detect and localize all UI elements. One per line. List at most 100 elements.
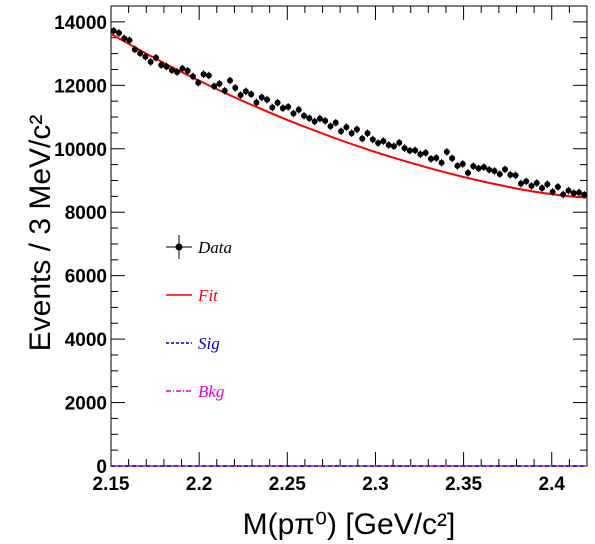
data-point [163, 63, 170, 70]
data-point [422, 149, 429, 156]
data-point [549, 188, 556, 195]
x-tick-label: 2.4 [539, 474, 566, 495]
data-point [359, 135, 366, 142]
data-point [142, 53, 149, 60]
data-point [449, 155, 456, 162]
data-point [158, 62, 165, 69]
data-point [179, 65, 186, 72]
y-tick-label: 2000 [65, 394, 107, 415]
legend-data-label: Data [197, 238, 232, 257]
data-point [258, 94, 265, 101]
data-point [353, 126, 360, 133]
data-point [375, 140, 382, 147]
data-point [211, 83, 218, 90]
data-point [459, 160, 466, 167]
data-point [332, 119, 339, 126]
data-point [232, 84, 239, 91]
data-point [195, 79, 202, 86]
data-point [369, 136, 376, 143]
y-tick-label: 8000 [65, 203, 107, 224]
data-point [544, 181, 551, 188]
data-point [200, 71, 207, 78]
x-tick-label: 2.3 [362, 474, 388, 495]
y-tick-label: 6000 [65, 267, 107, 288]
data-point [396, 139, 403, 146]
data-point [427, 155, 434, 162]
data-point [364, 130, 371, 137]
data-point [152, 54, 159, 61]
y-tick-label: 4000 [65, 330, 107, 351]
data-point [475, 165, 482, 172]
legend-fit-label: Fit [197, 286, 219, 305]
data-point [565, 187, 572, 194]
data-point [306, 115, 313, 122]
data-point [523, 178, 530, 185]
data-point [438, 159, 445, 166]
data-point [248, 91, 255, 98]
data-point [517, 180, 524, 187]
data-point [147, 58, 154, 65]
data-point [253, 99, 260, 106]
data-point [184, 67, 191, 74]
data-point [412, 147, 419, 154]
data-point [137, 50, 144, 57]
legend-bkg-label: Bkg [198, 382, 224, 401]
data-point [316, 115, 323, 122]
data-point [454, 162, 461, 169]
data-point [322, 117, 329, 124]
data-point [279, 105, 286, 112]
data-point [168, 67, 175, 74]
x-tick-label: 2.25 [269, 474, 306, 495]
data-point [507, 171, 514, 178]
data-point [274, 99, 281, 106]
axis-ticks-group: 2.15 2.2 2.25 2.3 2.35 2.4 0 2000 4000 6000 8000 10… [54, 5, 588, 495]
data-point [390, 143, 397, 150]
data-point [581, 191, 588, 198]
data-point [327, 123, 334, 130]
y-tick-label: 10000 [54, 140, 107, 161]
legend-sig-label: Sig [198, 334, 220, 353]
data-point [465, 169, 471, 176]
x-tick-label: 2.35 [445, 474, 482, 495]
data-point [174, 68, 181, 75]
data-point [512, 172, 519, 179]
data-point [380, 138, 387, 145]
data-point [343, 124, 350, 131]
data-point [385, 141, 392, 148]
data-point [264, 96, 271, 103]
data-point [502, 166, 509, 173]
data-point [216, 80, 223, 87]
data-point [570, 190, 577, 197]
data-point [301, 112, 308, 119]
y-tick-label: 14000 [54, 13, 107, 34]
legend-group: Data Fit Sig Bkg [166, 235, 232, 401]
plot-frame [110, 5, 588, 467]
data-point [295, 106, 302, 113]
data-point [533, 180, 540, 187]
data-point [406, 147, 413, 154]
data-point [115, 29, 122, 36]
data-point [491, 167, 498, 174]
data-point [110, 27, 117, 34]
data-point [227, 77, 233, 84]
data-point [131, 46, 138, 53]
data-point [221, 87, 228, 94]
data-point [528, 182, 535, 189]
data-point [242, 88, 249, 95]
plot-frame-group [110, 5, 588, 467]
data-point [285, 103, 292, 110]
y-axis-title: Events / 3 MeV/c² [24, 115, 57, 352]
y-tick-label: 0 [96, 457, 107, 478]
series-group [110, 26, 588, 467]
data-point [417, 151, 424, 158]
data-point [560, 191, 567, 198]
data-point [348, 130, 355, 137]
data-point [470, 163, 477, 170]
data-point [338, 128, 345, 135]
x-tick-label: 2.2 [186, 474, 212, 495]
data-point [496, 171, 503, 178]
legend-data-marker [175, 243, 183, 251]
data-point [486, 166, 493, 173]
data-point [121, 35, 128, 42]
